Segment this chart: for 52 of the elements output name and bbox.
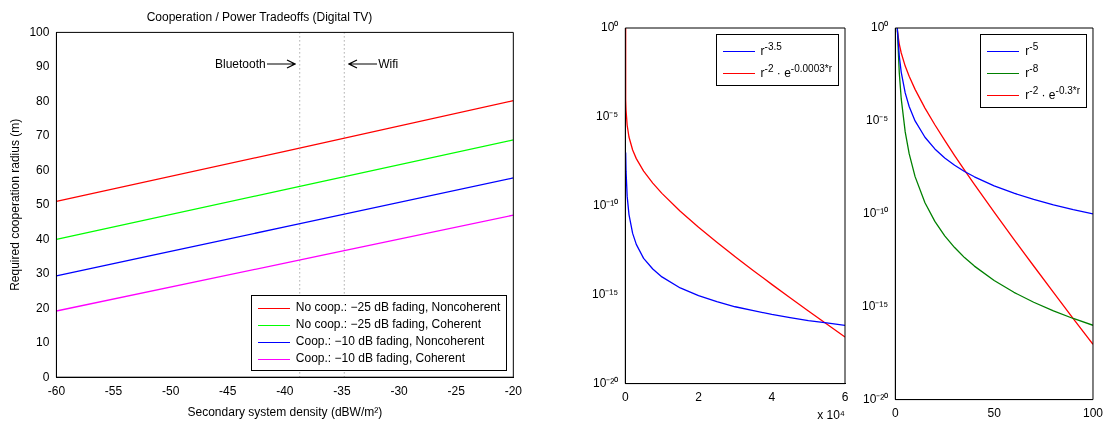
y-tick-label: 10⁻¹⁰: [592, 198, 619, 213]
y-tick-label: 60: [36, 162, 50, 177]
legend-label: r$^{-8}$: [1025, 63, 1039, 80]
x-tick-label: -40: [276, 383, 294, 398]
x-tick-label: 50: [987, 406, 1002, 421]
y-tick-label: 80: [36, 93, 50, 108]
x-tick-label: 100: [1082, 406, 1104, 421]
y-tick-label: 90: [36, 59, 50, 74]
y-tick-label: 100: [29, 24, 50, 39]
x-tick-label: -60: [47, 383, 66, 398]
x-tick-label: -25: [447, 383, 466, 398]
y-tick-label: 50: [36, 197, 50, 212]
legend-label: r$^{-5}$: [1025, 41, 1039, 58]
x-tick-label: -20: [504, 383, 523, 398]
x-tick-label: -30: [390, 383, 409, 398]
chart-title: Cooperation / Power Tradeoffs (Digital TV): [146, 9, 373, 24]
text: x 10⁴: [817, 407, 845, 422]
x-tick-label: -45: [219, 383, 237, 398]
y-tick-label: 10⁻²⁰: [862, 391, 889, 406]
y-tick-label: 0: [42, 369, 50, 384]
x-tick-label: 4: [768, 390, 776, 405]
y-tick-label: 30: [36, 266, 50, 281]
y-tick-label: 10⁻⁵: [595, 109, 619, 124]
y-tick-label: 10⁻²⁰: [592, 375, 619, 390]
y-tick-label: 40: [36, 231, 50, 246]
y-tick-label: 10⁻¹⁵: [591, 287, 619, 302]
legend-label: No coop.: −25 dB fading, Coherent: [295, 317, 481, 332]
x-tick-label: -50: [161, 383, 180, 398]
x-tick-label: 0: [621, 390, 629, 405]
legend-label: r$^{-3.5}$: [760, 41, 782, 58]
y-tick-label: 10⁰: [870, 20, 889, 35]
legend-label: Coop.: −10 dB fading, Noncoherent: [295, 334, 485, 349]
y-tick-label: 10⁻¹⁰: [862, 206, 889, 221]
legend-label: Coop.: −10 dB fading, Coherent: [295, 351, 465, 366]
y-tick-label: 10⁻¹⁵: [861, 299, 889, 314]
ref-line-label: Bluetooth: [215, 56, 266, 71]
x-tick-label: -55: [104, 383, 123, 398]
x-tick-label: 6: [841, 390, 849, 405]
ref-line-label: Wifi: [378, 56, 399, 71]
legend-label: r$^{-2}$ · e$^{-0.0003*r}$: [760, 63, 832, 80]
y-tick-label: 70: [36, 128, 50, 143]
y-axis-title: Required cooperation radius (m): [7, 118, 22, 291]
x-axis-title: Secondary system density (dBW/m²): [187, 405, 383, 420]
y-tick-label: 20: [36, 300, 50, 315]
x-tick-label: 0: [891, 406, 899, 421]
y-tick-label: 10⁰: [600, 20, 619, 35]
x-tick-label: -35: [333, 383, 351, 398]
x-tick-label: 2: [695, 390, 703, 405]
legend-label: No coop.: −25 dB fading, Noncoherent: [295, 300, 501, 315]
y-tick-label: 10: [36, 335, 50, 350]
y-tick-label: 10⁻⁵: [865, 113, 889, 128]
legend-label: r$^{-2}$ · e$^{-0.3*r}$: [1025, 85, 1080, 102]
